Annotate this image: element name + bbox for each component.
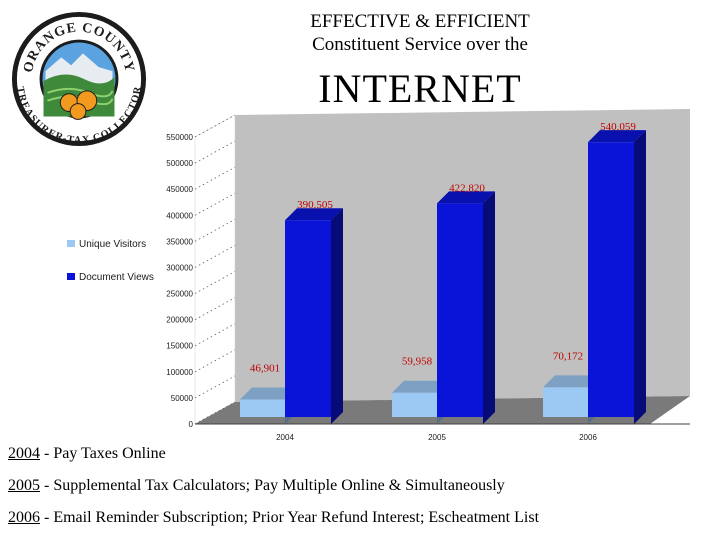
note-text: - Pay Taxes Online <box>40 445 166 462</box>
bar-unique-visitors-2004-top <box>240 387 297 400</box>
y-gridline <box>194 166 236 190</box>
note-year: 2005 <box>8 477 40 494</box>
x-tick-label: 2006 <box>579 433 597 442</box>
x-tick-label: 2004 <box>276 433 294 442</box>
bar-unique-visitors-2004 <box>240 399 285 417</box>
y-tick-label: 150000 <box>166 342 193 351</box>
bar-document-views-2005 <box>437 203 483 417</box>
note-text: - Email Reminder Subscription; Prior Yea… <box>40 509 540 526</box>
y-gridline <box>194 401 236 425</box>
y-gridline <box>194 323 236 347</box>
note-year: 2006 <box>8 509 40 526</box>
bar-unique-visitors-2005-top <box>392 380 449 393</box>
title-line-2: Constituent Service over the <box>312 34 528 55</box>
data-label-document-views: 422,820 <box>449 182 485 194</box>
y-gridline <box>194 219 236 242</box>
y-tick-label: 200000 <box>166 316 193 325</box>
legend-label: Document Views <box>79 272 154 283</box>
bar-document-views-2004-top <box>285 208 343 221</box>
data-label-unique-visitors: 46,901 <box>250 363 280 375</box>
bar-document-views-2005-top <box>437 191 495 204</box>
note-2006: 2006 - Email Reminder Subscription; Prio… <box>8 508 539 528</box>
y-gridline <box>194 140 236 164</box>
legend-swatch <box>67 240 75 247</box>
bar-document-views-2005-side <box>483 191 495 424</box>
y-gridline <box>194 349 236 373</box>
note-2005: 2005 - Supplemental Tax Calculators; Pay… <box>8 476 505 496</box>
note-year: 2004 <box>8 445 40 462</box>
note-2004: 2004 - Pay Taxes Online <box>8 444 166 464</box>
bar-document-views-2004 <box>285 220 331 417</box>
title-line-3: INTERNET <box>318 66 522 111</box>
y-gridline <box>194 375 236 399</box>
data-label-unique-visitors: 59,958 <box>402 356 433 368</box>
orange-county-treasurer-logo: ORANGE COUNTY TREASURER-TAX COLLECTOR <box>11 11 147 146</box>
bar-unique-visitors-2006 <box>543 387 588 417</box>
bar-document-views-2006-top <box>588 130 646 143</box>
y-gridline <box>194 271 236 294</box>
note-text: - Supplemental Tax Calculators; Pay Mult… <box>40 477 505 494</box>
bar-unique-visitors-2005 <box>392 392 437 417</box>
title-line-1: EFFECTIVE & EFFICIENT <box>310 11 530 32</box>
y-tick-label: 300000 <box>166 263 193 272</box>
bar-document-views-2006-side <box>634 130 646 425</box>
y-tick-label: 500000 <box>166 159 193 168</box>
y-tick-label: 450000 <box>166 185 193 194</box>
y-tick-label: 0 <box>189 420 194 429</box>
legend-label: Unique Visitors <box>79 239 146 250</box>
y-tick-label: 100000 <box>166 368 193 377</box>
y-tick-label: 550000 <box>166 133 193 142</box>
x-tick-label: 2005 <box>428 433 446 442</box>
bar-unique-visitors-2006-top <box>543 375 600 388</box>
legend-swatch <box>67 273 75 280</box>
y-gridline <box>194 114 236 138</box>
y-gridline <box>194 192 236 216</box>
y-tick-label: 350000 <box>166 237 193 246</box>
y-tick-label: 250000 <box>166 290 193 299</box>
data-label-unique-visitors: 70,172 <box>553 350 583 362</box>
chart-side-wall <box>194 114 236 425</box>
bar-document-views-2004-side <box>331 208 343 424</box>
y-tick-label: 50000 <box>171 394 194 403</box>
y-gridline <box>194 297 236 320</box>
y-gridline <box>194 245 236 268</box>
data-label-document-views: 390,505 <box>297 199 333 211</box>
bar-document-views-2006 <box>588 142 634 418</box>
y-tick-label: 400000 <box>166 211 193 220</box>
data-label-document-views: 540,059 <box>600 121 636 133</box>
